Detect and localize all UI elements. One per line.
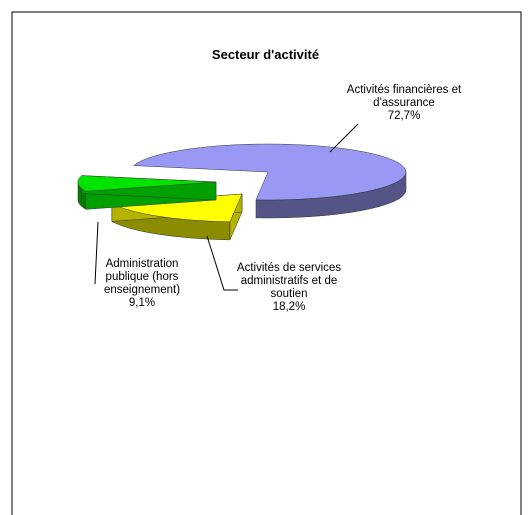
slice-top	[133, 143, 407, 201]
leader-line	[329, 123, 359, 153]
pie-slice	[77, 175, 217, 210]
slice-label: Administration publique (hors enseigneme…	[92, 258, 192, 310]
value-label: 72,7%	[387, 110, 421, 122]
chart-frame	[11, 11, 522, 515]
category-label: Activités de services administratifs et …	[236, 262, 342, 300]
pie-slice	[133, 143, 407, 219]
chart-title: Secteur d'activité	[211, 47, 320, 62]
value-label: 9,1%	[128, 297, 156, 309]
slice-label: Activités de services administratifs et …	[230, 262, 348, 314]
value-label: 18,2%	[272, 301, 306, 313]
slice-top	[77, 175, 217, 192]
slice-label: Activités financières et d'assurance 72,…	[345, 84, 463, 123]
leader-line	[206, 235, 238, 291]
category-label: Activités financières et d'assurance	[346, 84, 462, 109]
pie	[77, 143, 407, 241]
category-label: Administration publique (hors enseigneme…	[103, 258, 181, 296]
pie-slice	[111, 193, 243, 241]
leader-line	[94, 221, 99, 285]
